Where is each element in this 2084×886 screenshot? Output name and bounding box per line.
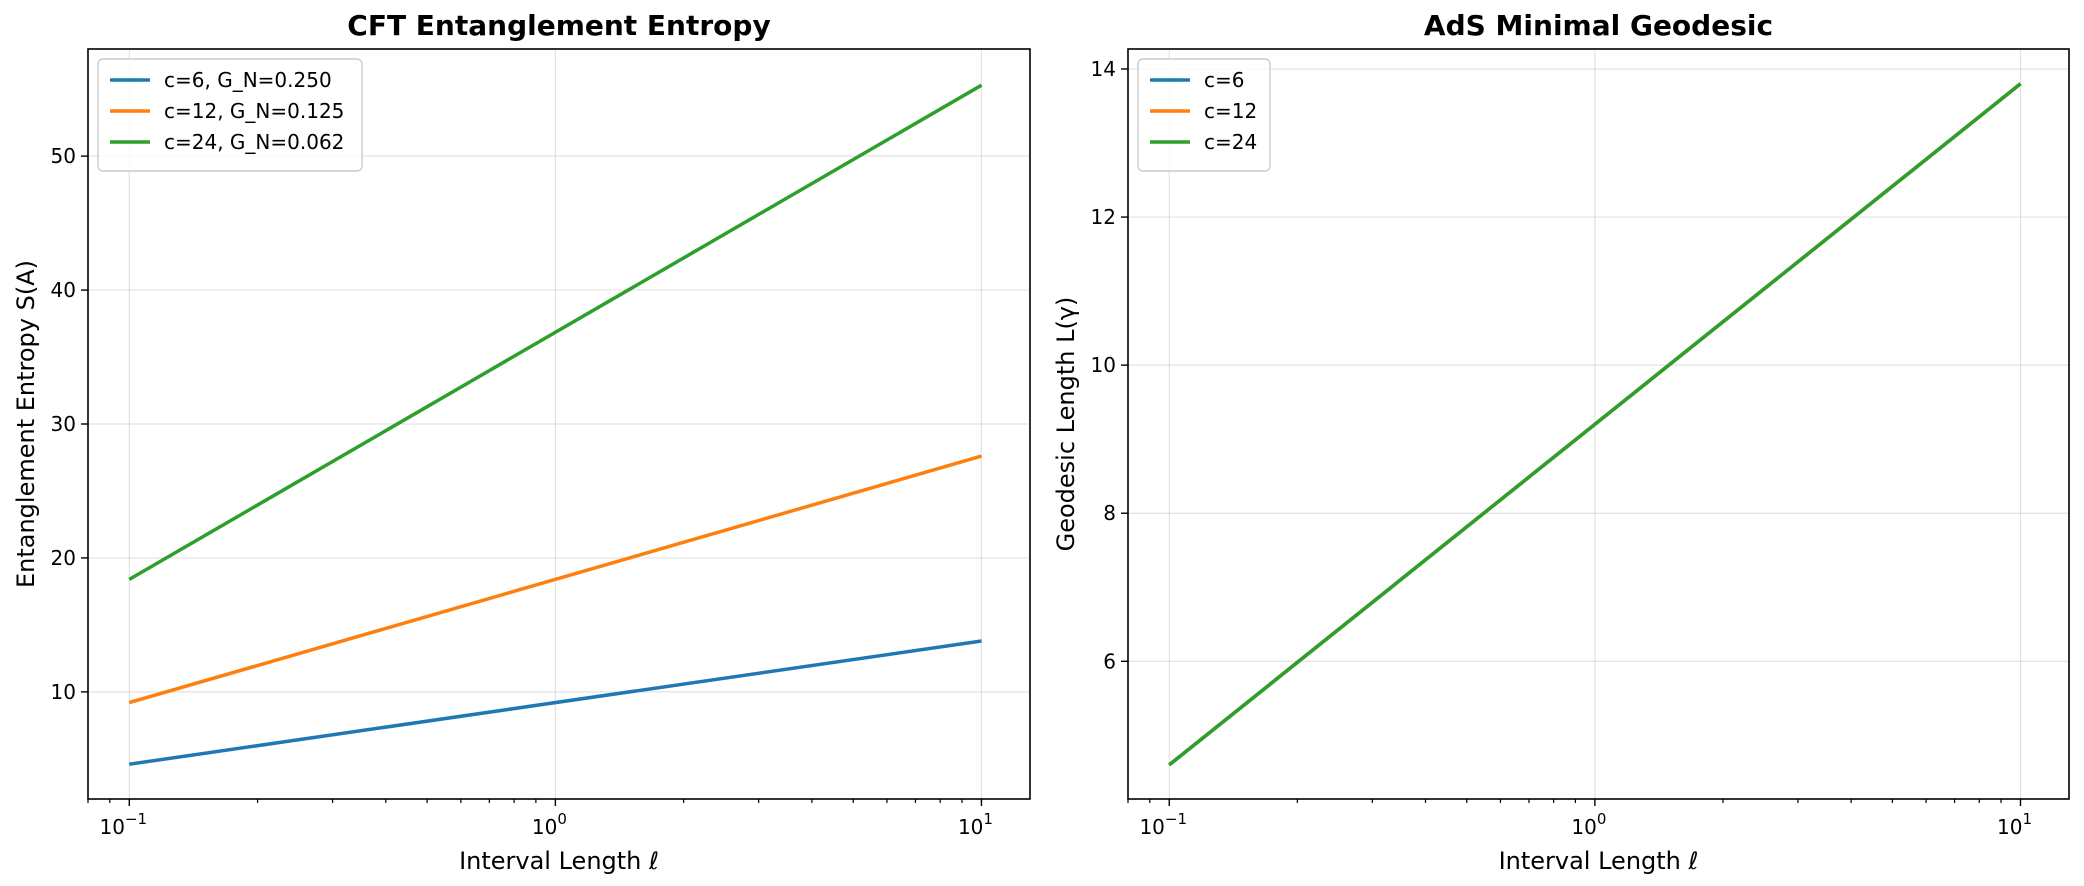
- x-tick-label: 100: [1571, 810, 1606, 839]
- y-axis-label: Entanglement Entropy S(A): [12, 260, 40, 588]
- y-tick-label: 12: [1091, 205, 1116, 229]
- x-axis-label: Interval Length ℓ: [1499, 847, 1699, 875]
- x-tick-label: 10−1: [100, 810, 148, 839]
- x-tick-label: 101: [1997, 810, 2032, 839]
- legend-label: c=24, G_N=0.062: [164, 130, 344, 154]
- y-tick-label: 10: [51, 680, 76, 704]
- legend-label: c=12, G_N=0.125: [164, 99, 344, 123]
- y-tick-label: 8: [1103, 501, 1116, 525]
- x-axis-label: Interval Length ℓ: [459, 847, 659, 875]
- y-tick-label: 20: [51, 546, 76, 570]
- x-tick-label: 100: [532, 810, 567, 839]
- axes-frame: [1127, 48, 2070, 800]
- entropy-chart: 10−1 100 101 10 20 30 40 50 CFT Entanglement Ent…: [12, 9, 1031, 875]
- legend-box: [97, 58, 363, 172]
- series-line-2: [128, 83, 983, 581]
- legend-label: c=24: [1204, 130, 1257, 154]
- legend: c=6 c=12 c=24: [1137, 58, 1271, 172]
- y-tick-label: 30: [51, 412, 76, 436]
- y-tick-label: 40: [51, 278, 76, 302]
- series-line-1: [128, 454, 982, 705]
- legend-label: c=6: [1204, 68, 1244, 92]
- legend: c=6, G_N=0.250 c=12, G_N=0.125 c=24, G_N=0…: [97, 58, 363, 172]
- x-tick-label: 101: [958, 810, 993, 839]
- series-line-0: [129, 639, 982, 766]
- axes-frame: [87, 48, 1031, 800]
- chart-title: AdS Minimal Geodesic: [1424, 9, 1773, 42]
- y-tick-label: 14: [1091, 57, 1116, 81]
- chart-title: CFT Entanglement Entropy: [347, 9, 770, 42]
- y-tick-label: 10: [1091, 353, 1116, 377]
- legend-label: c=12: [1204, 99, 1257, 123]
- y-tick-label: 6: [1103, 649, 1116, 673]
- y-tick-label: 50: [51, 144, 76, 168]
- legend-label: c=6, G_N=0.250: [164, 68, 332, 92]
- y-axis-label: Geodesic Length L(γ): [1052, 297, 1080, 552]
- geodesic-chart: 10−1 100 101 6 8 10 12 14 AdS Minimal Geodesic In…: [1052, 9, 2070, 875]
- series-line-2: [1168, 82, 2022, 767]
- x-tick-label: 10−1: [1139, 810, 1187, 839]
